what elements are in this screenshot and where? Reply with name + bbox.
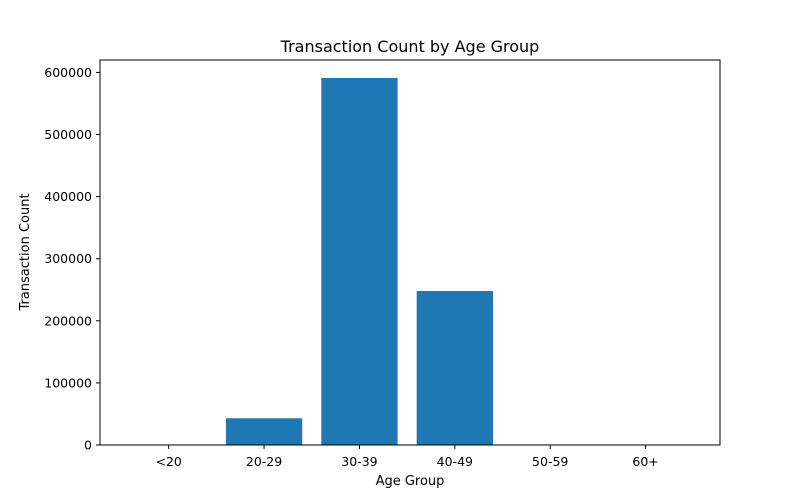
- bar-1: [225, 418, 303, 445]
- x-tick-label-5: 60+: [632, 454, 658, 469]
- y-axis-label: Transaction Count: [18, 193, 33, 311]
- y-tick-label-1: 100000: [44, 375, 92, 390]
- y-axis-ticks: 0 100000 200000 300000 400000 500000 600000: [44, 65, 100, 453]
- bars-layer: [225, 78, 493, 445]
- chart-title: Transaction Count by Age Group: [280, 37, 540, 56]
- x-tick-label-4: 50-59: [532, 454, 568, 469]
- x-tick-label-0: <20: [155, 454, 181, 469]
- x-axis-ticks: <20 20-29 30-39 40-49 50-59 60+: [155, 445, 659, 469]
- bar-3: [416, 291, 493, 445]
- y-tick-label-6: 600000: [44, 65, 92, 80]
- y-tick-label-3: 300000: [44, 251, 92, 266]
- y-tick-label-2: 200000: [44, 313, 92, 328]
- y-tick-label-4: 400000: [44, 189, 92, 204]
- x-tick-label-1: 20-29: [246, 454, 282, 469]
- bar-2: [321, 78, 398, 445]
- plot-frame: [99, 59, 721, 446]
- y-tick-label-5: 500000: [44, 127, 92, 142]
- y-tick-label-0: 0: [84, 438, 92, 453]
- x-tick-label-2: 30-39: [341, 454, 377, 469]
- x-axis-label: Age Group: [376, 474, 445, 489]
- x-tick-label-3: 40-49: [437, 454, 473, 469]
